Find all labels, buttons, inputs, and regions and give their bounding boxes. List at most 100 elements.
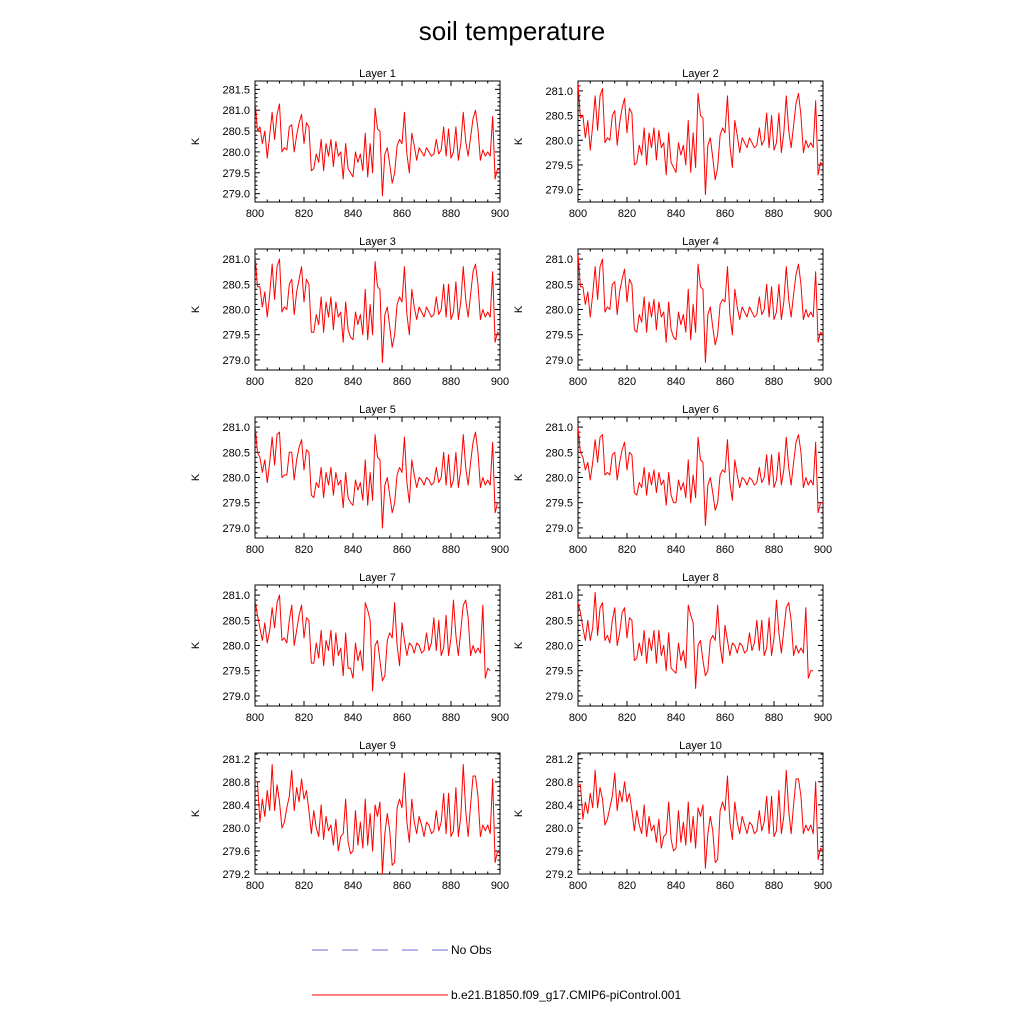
panel-title: Layer 2 <box>682 68 719 80</box>
legend: No Obs b.e21.B1850.f09_g17.CMIP6-piContr… <box>312 943 681 1002</box>
panel-title: Layer 6 <box>682 404 719 416</box>
y-tick-label: 280.0 <box>545 305 573 317</box>
y-axis-label: K <box>513 641 525 649</box>
x-tick-label: 860 <box>393 712 411 724</box>
y-tick-label: 280.0 <box>545 135 573 147</box>
x-tick-label: 880 <box>765 880 783 892</box>
x-tick-label: 800 <box>569 544 587 556</box>
x-tick-label: 900 <box>491 712 509 724</box>
x-tick-label: 800 <box>246 880 264 892</box>
plot-frame <box>577 416 824 539</box>
y-tick-label: 280.0 <box>545 823 573 835</box>
y-tick-label: 281.0 <box>545 86 573 98</box>
y-tick-label: 279.5 <box>222 498 250 510</box>
x-tick-label: 860 <box>393 880 411 892</box>
y-tick-label: 279.5 <box>545 330 573 342</box>
x-tick-label: 900 <box>814 544 832 556</box>
y-tick-label: 281.5 <box>222 84 250 96</box>
y-tick-label: 281.0 <box>545 254 573 266</box>
y-tick-label: 279.0 <box>222 355 250 367</box>
x-tick-label: 800 <box>246 208 264 220</box>
x-tick-label: 820 <box>295 376 313 388</box>
y-tick-label: 279.6 <box>545 846 573 858</box>
x-tick-label: 820 <box>295 712 313 724</box>
y-tick-label: 281.2 <box>222 754 250 766</box>
panels-group: Layer 1 800 820 840 860 880 900 279.0 279.5 280.0… <box>190 68 832 892</box>
y-tick-label: 279.0 <box>545 355 573 367</box>
y-tick-label: 281.0 <box>545 590 573 602</box>
x-tick-label: 900 <box>814 208 832 220</box>
x-tick-label: 900 <box>491 544 509 556</box>
y-tick-label: 280.5 <box>222 615 250 627</box>
x-tick-label: 840 <box>667 208 685 220</box>
y-axis-label: K <box>513 473 525 481</box>
y-tick-label: 280.5 <box>545 111 573 123</box>
series-line-layer-7 <box>255 594 491 692</box>
y-tick-label: 280.4 <box>222 800 250 812</box>
x-tick-label: 860 <box>716 712 734 724</box>
y-tick-label: 280.8 <box>222 777 250 789</box>
x-tick-label: 800 <box>569 712 587 724</box>
x-tick-label: 800 <box>246 544 264 556</box>
y-tick-label: 279.5 <box>222 666 250 678</box>
y-tick-label: 279.0 <box>222 523 250 535</box>
series-line-layer-5 <box>255 424 500 529</box>
y-tick-label: 279.5 <box>545 498 573 510</box>
x-tick-label: 900 <box>814 712 832 724</box>
y-axis-label: K <box>190 809 202 817</box>
legend-label-model: b.e21.B1850.f09_g17.CMIP6-piControl.001 <box>451 988 681 1002</box>
series-line-layer-1 <box>255 99 500 197</box>
x-tick-label: 820 <box>618 712 636 724</box>
y-tick-label: 281.2 <box>545 754 573 766</box>
x-tick-label: 860 <box>393 544 411 556</box>
y-axis-label: K <box>513 305 525 313</box>
y-tick-label: 280.0 <box>222 147 250 159</box>
y-tick-label: 280.4 <box>545 800 573 812</box>
plot-frame <box>254 584 501 707</box>
y-tick-label: 280.0 <box>222 473 250 485</box>
x-tick-label: 880 <box>442 880 460 892</box>
y-tick-label: 279.5 <box>222 168 250 180</box>
y-axis-label: K <box>513 137 525 145</box>
x-tick-label: 840 <box>344 712 362 724</box>
x-tick-label: 880 <box>765 376 783 388</box>
series-line-layer-8 <box>578 592 814 689</box>
panel-title: Layer 3 <box>359 236 396 248</box>
x-tick-label: 840 <box>667 880 685 892</box>
x-tick-label: 860 <box>716 544 734 556</box>
x-tick-label: 880 <box>442 712 460 724</box>
x-tick-label: 900 <box>814 880 832 892</box>
panel-title: Layer 7 <box>359 572 396 584</box>
x-tick-label: 840 <box>344 544 362 556</box>
y-axis-label: K <box>190 305 202 313</box>
x-tick-label: 820 <box>295 208 313 220</box>
y-tick-label: 280.0 <box>222 641 250 653</box>
x-tick-label: 880 <box>765 208 783 220</box>
y-tick-label: 279.5 <box>545 666 573 678</box>
x-tick-label: 860 <box>393 376 411 388</box>
x-tick-label: 840 <box>344 376 362 388</box>
x-tick-label: 800 <box>569 880 587 892</box>
legend-label-no-obs: No Obs <box>451 943 492 957</box>
panel-title: Layer 9 <box>359 740 396 752</box>
y-tick-label: 279.5 <box>222 330 250 342</box>
x-tick-label: 860 <box>716 208 734 220</box>
panel-title: Layer 8 <box>682 572 719 584</box>
panel-layer-6: Layer 6 800 820 840 860 880 900 279.0 279.5 280.0… <box>513 404 832 556</box>
x-tick-label: 820 <box>618 208 636 220</box>
figure-title: soil temperature <box>419 16 605 46</box>
x-tick-label: 840 <box>667 712 685 724</box>
x-tick-label: 820 <box>618 544 636 556</box>
x-tick-label: 840 <box>344 208 362 220</box>
panel-layer-1: Layer 1 800 820 840 860 880 900 279.0 279.5 280.0… <box>190 68 509 220</box>
x-tick-label: 900 <box>814 376 832 388</box>
x-tick-label: 840 <box>344 880 362 892</box>
y-tick-label: 279.0 <box>545 691 573 703</box>
panel-layer-9: Layer 9 800 820 840 860 880 900 279.2 279.6 280.0… <box>190 740 509 892</box>
panel-layer-7: Layer 7 800 820 840 860 880 900 279.0 279.5 280.0… <box>190 572 509 724</box>
x-tick-label: 840 <box>667 544 685 556</box>
y-tick-label: 280.5 <box>545 279 573 291</box>
plot-frame <box>577 584 824 707</box>
panel-layer-2: Layer 2 800 820 840 860 880 900 279.0 279.5 280.0… <box>513 68 832 220</box>
panel-layer-10: Layer 10 800 820 840 860 880 900 279.2 279.6 280.… <box>513 740 832 892</box>
